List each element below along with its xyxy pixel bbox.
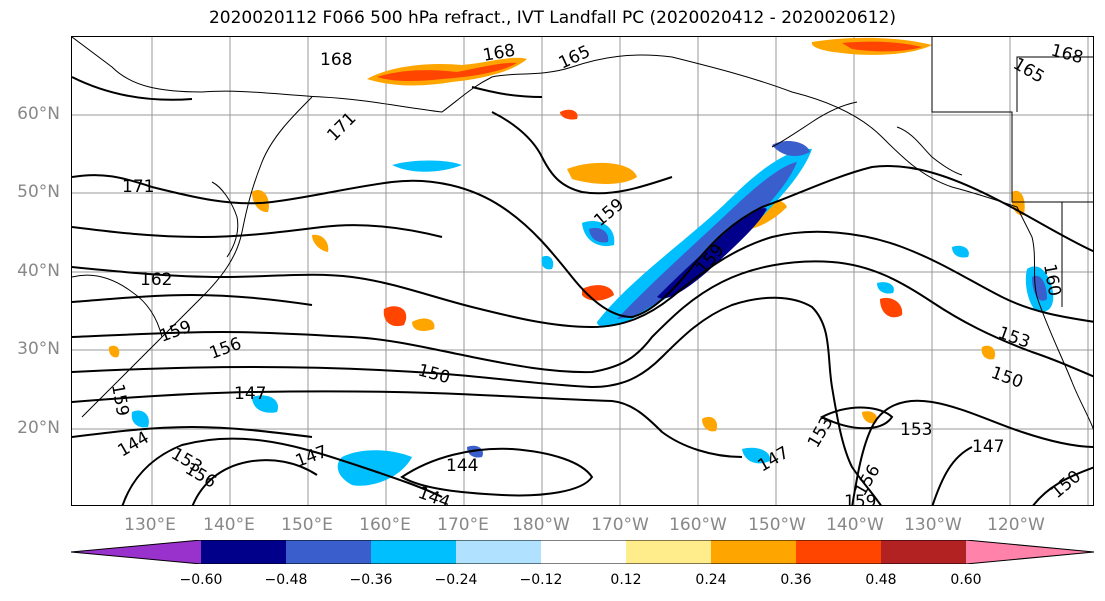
colorbar-tick-label: 0.36 xyxy=(780,572,812,588)
contour-label: 162 xyxy=(140,270,172,290)
contour-label: 150 xyxy=(988,363,1025,393)
contour-label: 168 xyxy=(1049,41,1086,69)
colorbar-tick-label: −0.36 xyxy=(349,572,393,588)
contour-label: 147 xyxy=(972,437,1004,457)
gridlines xyxy=(72,37,1093,505)
lat-label-20n: 20°N xyxy=(17,418,60,438)
colorbar-segment xyxy=(541,540,626,564)
colorbar-outline xyxy=(71,540,1095,564)
negative-anomaly-fills xyxy=(131,141,1054,486)
colorbar xyxy=(71,540,1095,564)
lon-label-150w: 150°W xyxy=(748,515,806,535)
lat-label-50n: 50°N xyxy=(17,182,60,202)
contour-label: 153 xyxy=(995,323,1032,353)
contour-label: 165 xyxy=(556,42,594,74)
colorbar-segment xyxy=(881,540,966,564)
contour-label: 144 xyxy=(415,483,452,506)
colorbar-tick-label: −0.12 xyxy=(519,572,563,588)
lat-label-40n: 40°N xyxy=(17,261,60,281)
contour-label: 159 xyxy=(107,382,132,417)
contour-label: 147 xyxy=(234,384,266,404)
lon-label-180w: 180°W xyxy=(512,515,570,535)
map-canvas: 168 168 165 165 168 171 171 162 159 159 … xyxy=(72,37,1093,506)
contour-label: 153 xyxy=(804,413,838,451)
contour-label: 159 xyxy=(157,317,194,347)
lon-label-120w: 120°W xyxy=(987,515,1045,535)
lat-label-60n: 60°N xyxy=(17,104,60,124)
plot-title: 2020020112 F066 500 hPa refract., IVT La… xyxy=(208,8,896,28)
lon-label-130w: 130°W xyxy=(904,515,962,535)
colorbar-tick-label: −0.60 xyxy=(179,572,223,588)
contour-label: 147 xyxy=(293,442,330,472)
colorbar-segment xyxy=(201,540,286,564)
contour-label: 153 xyxy=(900,420,932,440)
lon-label-160w: 160°W xyxy=(669,515,727,535)
contour-label: 168 xyxy=(320,50,352,70)
colorbar-segment xyxy=(966,540,1094,564)
contour-label: 165 xyxy=(1010,54,1048,88)
lon-label-170e: 170°E xyxy=(437,515,489,535)
coastlines xyxy=(72,37,1093,430)
colorbar-segment xyxy=(456,540,541,564)
lon-label-130e: 130°E xyxy=(124,515,176,535)
contour-label: 156 xyxy=(207,334,244,364)
colorbar-tick-label: 0.12 xyxy=(610,572,642,588)
lon-label-160e: 160°E xyxy=(359,515,411,535)
colorbar-tick-label: 0.24 xyxy=(695,572,727,588)
contour-label: 150 xyxy=(416,361,453,389)
contour-label: 147 xyxy=(755,443,793,477)
contour-label-group: 168 168 165 165 168 171 171 162 159 159 … xyxy=(107,41,1086,506)
contour-label: 159 xyxy=(844,492,876,506)
lon-label-140w: 140°W xyxy=(826,515,884,535)
lat-label-30n: 30°N xyxy=(17,339,60,359)
colorbar-tick-label: 0.60 xyxy=(950,572,982,588)
colorbar-segment xyxy=(796,540,881,564)
lon-label-140e: 140°E xyxy=(203,515,255,535)
colorbar-segment xyxy=(711,540,796,564)
colorbar-segment xyxy=(626,540,711,564)
colorbar-tick-label: 0.48 xyxy=(865,572,897,588)
lon-label-170w: 170°W xyxy=(591,515,649,535)
contour-label: 171 xyxy=(323,108,360,145)
colorbar-segment xyxy=(286,540,371,564)
contour-label: 144 xyxy=(446,456,478,476)
colorbar-tick-label: −0.48 xyxy=(264,572,308,588)
colorbar-segment xyxy=(371,540,456,564)
colorbar-segment xyxy=(71,540,201,564)
colorbar-tick-label: −0.24 xyxy=(434,572,478,588)
map-panel: 168 168 165 165 168 171 171 162 159 159 … xyxy=(71,36,1094,506)
height-contours xyxy=(72,76,1093,505)
contour-label: 171 xyxy=(122,177,154,197)
contour-label: 144 xyxy=(115,428,153,462)
lon-label-150e: 150°E xyxy=(281,515,333,535)
